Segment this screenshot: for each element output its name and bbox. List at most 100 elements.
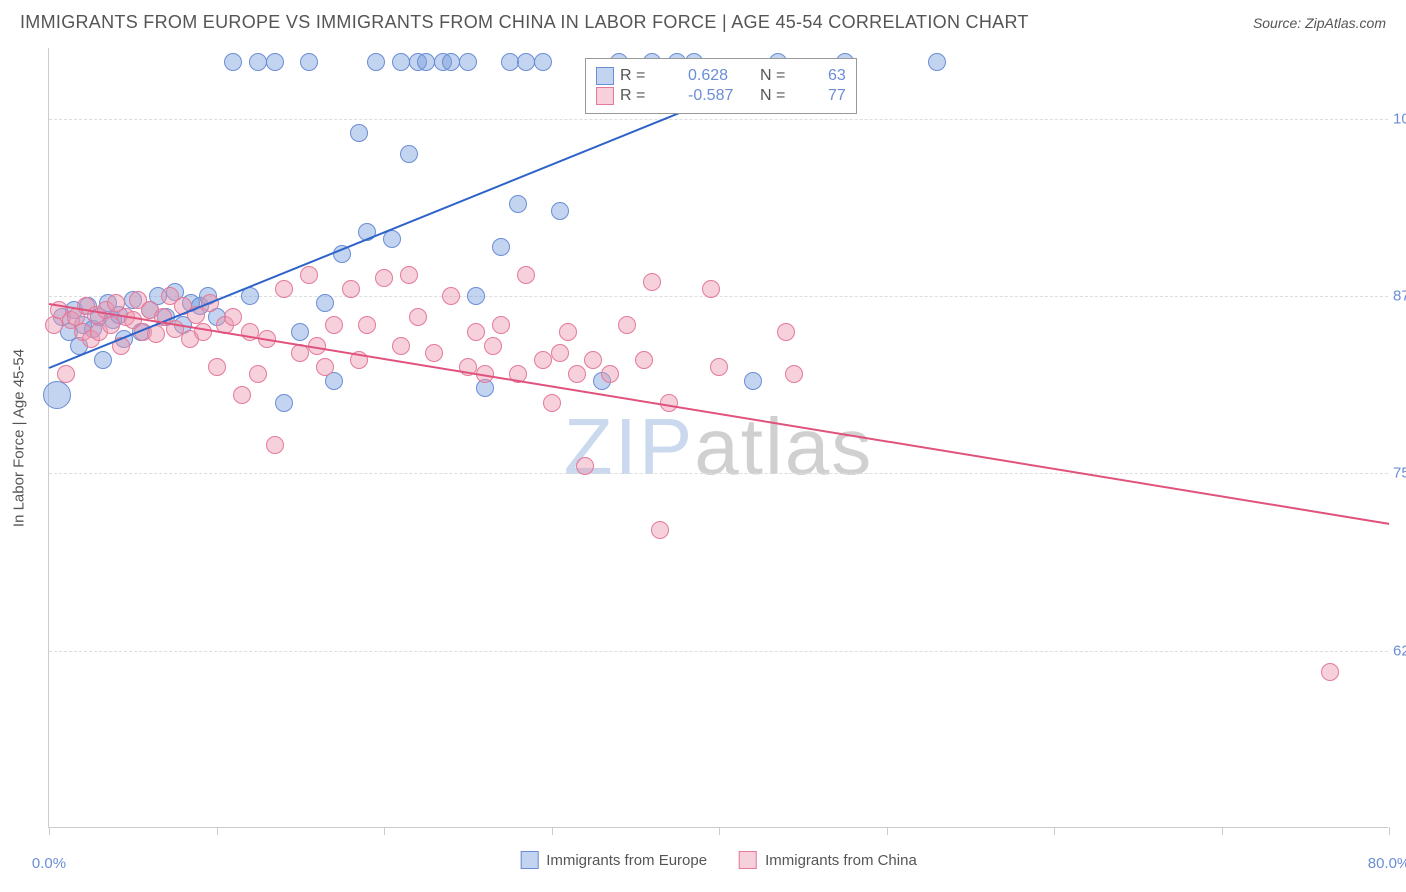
n-label: N =	[760, 67, 822, 85]
scatter-point	[534, 351, 552, 369]
chart-title: IMMIGRANTS FROM EUROPE VS IMMIGRANTS FRO…	[20, 12, 1029, 33]
scatter-point	[249, 53, 267, 71]
legend-swatch	[520, 851, 538, 869]
y-tick-label: 87.5%	[1393, 288, 1406, 305]
x-tick	[1222, 827, 1223, 835]
scatter-point	[383, 230, 401, 248]
scatter-point	[492, 316, 510, 334]
scatter-point	[266, 436, 284, 454]
scatter-point	[224, 53, 242, 71]
scatter-point	[94, 351, 112, 369]
scatter-point	[194, 323, 212, 341]
legend-item: Immigrants from China	[739, 851, 917, 869]
legend-swatch	[739, 851, 757, 869]
legend-label: Immigrants from China	[765, 852, 917, 869]
scatter-point	[367, 53, 385, 71]
y-tick-label: 62.5%	[1393, 642, 1406, 659]
scatter-point	[517, 53, 535, 71]
x-tick	[719, 827, 720, 835]
scatter-point	[509, 195, 527, 213]
scatter-point	[484, 337, 502, 355]
n-label: N =	[760, 87, 822, 105]
scatter-point	[392, 337, 410, 355]
scatter-point	[501, 53, 519, 71]
scatter-point	[375, 269, 393, 287]
r-value: 0.628	[688, 67, 754, 85]
scatter-point	[224, 308, 242, 326]
scatter-point	[275, 280, 293, 298]
scatter-point	[492, 238, 510, 256]
y-tick-label: 100.0%	[1393, 110, 1406, 127]
scatter-point	[467, 287, 485, 305]
correlation-legend: R = 0.628 N = 63 R = -0.587N = 77	[585, 58, 857, 114]
scatter-point	[651, 521, 669, 539]
scatter-point	[777, 323, 795, 341]
source-name: ZipAtlas.com	[1305, 15, 1386, 31]
scatter-point	[208, 358, 226, 376]
scatter-point	[300, 266, 318, 284]
scatter-point	[543, 394, 561, 412]
scatter-point	[517, 266, 535, 284]
scatter-point	[300, 53, 318, 71]
scatter-point	[325, 316, 343, 334]
y-axis-label: In Labor Force | Age 45-54	[11, 348, 28, 526]
series-legend: Immigrants from Europe Immigrants from Ch…	[520, 851, 917, 869]
correlation-legend-row: R = -0.587N = 77	[596, 87, 846, 105]
gridline	[49, 473, 1388, 474]
x-tick	[552, 827, 553, 835]
scatter-point	[785, 365, 803, 383]
scatter-point	[534, 53, 552, 71]
scatter-point	[660, 394, 678, 412]
x-tick-label: 0.0%	[32, 855, 66, 872]
source-label: Source: ZipAtlas.com	[1253, 15, 1386, 31]
x-tick	[887, 827, 888, 835]
r-label: R =	[620, 67, 682, 85]
scatter-point	[392, 53, 410, 71]
chart-plot-area: In Labor Force | Age 45-54 ZIPatlas 62.5…	[48, 48, 1388, 828]
y-tick-label: 75.0%	[1393, 465, 1406, 482]
scatter-point	[928, 53, 946, 71]
scatter-point	[459, 53, 477, 71]
scatter-point	[442, 287, 460, 305]
x-tick-label: 80.0%	[1368, 855, 1406, 872]
x-tick	[49, 827, 50, 835]
scatter-point	[710, 358, 728, 376]
scatter-point	[233, 386, 251, 404]
scatter-point	[316, 294, 334, 312]
legend-swatch	[596, 87, 614, 105]
scatter-point	[467, 323, 485, 341]
scatter-point	[551, 344, 569, 362]
scatter-point	[342, 280, 360, 298]
scatter-point	[551, 202, 569, 220]
scatter-point	[702, 280, 720, 298]
scatter-point	[635, 351, 653, 369]
scatter-point	[275, 394, 293, 412]
scatter-point	[442, 53, 460, 71]
r-label: R =	[620, 87, 682, 105]
watermark-zip: ZIP	[564, 402, 694, 491]
scatter-point	[568, 365, 586, 383]
scatter-point	[43, 381, 71, 409]
gridline	[49, 119, 1388, 120]
scatter-point	[744, 372, 762, 390]
scatter-point	[249, 365, 267, 383]
correlation-legend-row: R = 0.628 N = 63	[596, 67, 846, 85]
x-tick	[1054, 827, 1055, 835]
scatter-point	[350, 124, 368, 142]
scatter-point	[417, 53, 435, 71]
scatter-point	[618, 316, 636, 334]
scatter-point	[584, 351, 602, 369]
n-value: 77	[828, 87, 846, 105]
x-tick	[217, 827, 218, 835]
n-value: 63	[828, 67, 846, 85]
scatter-point	[291, 323, 309, 341]
legend-label: Immigrants from Europe	[546, 852, 707, 869]
x-tick	[1389, 827, 1390, 835]
scatter-point	[559, 323, 577, 341]
scatter-point	[57, 365, 75, 383]
scatter-point	[358, 316, 376, 334]
chart-header: IMMIGRANTS FROM EUROPE VS IMMIGRANTS FRO…	[0, 0, 1406, 41]
scatter-point	[643, 273, 661, 291]
scatter-point	[576, 457, 594, 475]
scatter-point	[400, 145, 418, 163]
